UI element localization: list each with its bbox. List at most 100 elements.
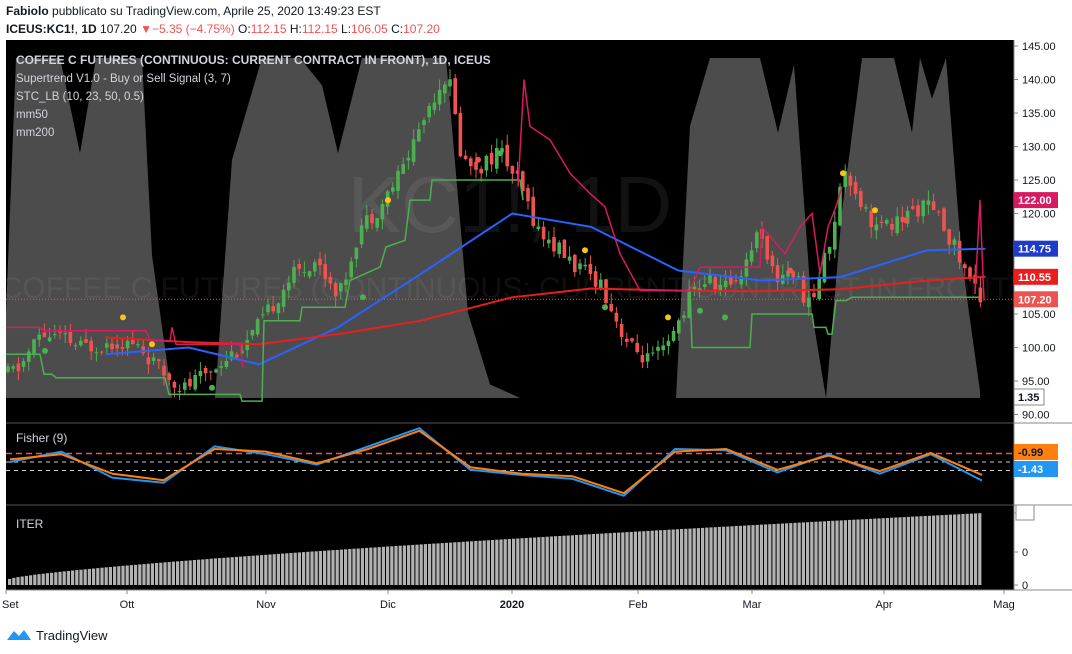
iter-bar [848, 519, 852, 585]
candle-body [937, 211, 941, 213]
main-pane[interactable]: KC1!, 1D COFFEE C FUTURES (CONTINUOUS: CU… [1, 58, 1020, 402]
main-pane-title: COFFEE C FUTURES (CONTINUOUS: CURRENT CO… [16, 53, 491, 67]
candle-body [656, 346, 660, 351]
candle-body [562, 239, 567, 258]
candle-body [552, 237, 556, 252]
candle-body [53, 334, 57, 336]
trigger-value-badge-bg [1014, 444, 1058, 460]
iter-bar [356, 548, 360, 585]
tradingview-footer[interactable]: TradingView [6, 626, 108, 644]
iter-bar [344, 549, 348, 585]
time-tick-label: Mar [743, 599, 762, 611]
candle-body [281, 289, 286, 307]
candle-body [209, 371, 213, 373]
iter-bar [545, 536, 549, 585]
iter-bar [898, 517, 902, 585]
down-arrow-icon: ▼ [140, 22, 152, 36]
candle-body [713, 277, 717, 290]
iter-bar [243, 556, 247, 585]
iter-bar [650, 530, 654, 585]
iter-bar [29, 575, 33, 585]
iter-bar [818, 521, 822, 585]
iter-bar [213, 558, 217, 585]
iter-bar [71, 570, 75, 585]
iter-pane[interactable] [6, 504, 1014, 585]
iter-bar [465, 541, 469, 585]
candle-body [302, 271, 307, 273]
iter-bar [932, 515, 936, 585]
iter-bar [969, 513, 973, 585]
iter-bar [591, 534, 595, 585]
iter-bar [726, 526, 730, 585]
supertrend-price-badge: 122.00 [1018, 195, 1052, 207]
iter-bar [226, 557, 230, 585]
candle-body [671, 330, 676, 341]
iter-bar [45, 573, 49, 585]
iter-bar [478, 540, 482, 585]
candle-body [744, 259, 749, 277]
candle-body [557, 242, 561, 254]
iter-bar [339, 549, 343, 585]
candle-body [359, 225, 364, 245]
iter-bar [293, 552, 297, 585]
iter-bar [276, 553, 280, 585]
low-value: 106.05 [351, 22, 388, 36]
iter-bar [335, 549, 339, 585]
indicator-label: mm200 [16, 127, 54, 139]
supertrend-down-line-2 [517, 79, 843, 292]
candle-body [879, 221, 884, 223]
candle-body [115, 344, 119, 349]
candle-body [94, 352, 99, 354]
iter-bar [646, 530, 650, 585]
candle-body [276, 303, 281, 313]
iter-bar [822, 521, 826, 585]
price-tick-label: 135.00 [1022, 108, 1056, 120]
iter-bar [516, 538, 520, 585]
iter-bar [255, 555, 259, 585]
iter-bar [692, 528, 696, 585]
iter-bar [482, 540, 486, 585]
iter-bar [281, 553, 285, 585]
candle-body [895, 216, 899, 234]
candle-body [89, 340, 93, 352]
iter-bar [360, 548, 364, 585]
time-tick-label: Mag [993, 599, 1014, 611]
candle-body [978, 287, 983, 303]
iter-bar [163, 562, 167, 585]
fisher-pane[interactable] [6, 422, 1014, 497]
iter-bar [759, 524, 763, 585]
chart-canvas[interactable]: KC1!, 1D COFFEE C FUTURES (CONTINUOUS: CU… [0, 40, 1072, 616]
iter-bar [957, 514, 961, 585]
signal-dot [665, 314, 671, 321]
iter-bar [764, 524, 768, 585]
iter-bar [260, 555, 264, 585]
candle-body [505, 144, 509, 167]
candle-body [68, 332, 73, 344]
candle-body [599, 279, 603, 289]
iter-bar [612, 532, 616, 585]
iter-bar [113, 566, 117, 585]
candle-body [822, 252, 827, 283]
iter-bar [558, 536, 562, 585]
candle-body [323, 264, 327, 280]
iter-bar [688, 528, 692, 585]
candle-body [619, 324, 624, 337]
stc-value-badge-bg [1014, 389, 1058, 405]
iter-bar [528, 537, 532, 585]
close-label: C: [391, 22, 404, 36]
stc-value-badge: 1.35 [1018, 392, 1039, 404]
iter-bar [138, 564, 142, 585]
iter-bar [474, 541, 478, 585]
iter-bar [776, 523, 780, 585]
candle-body [21, 361, 26, 367]
iter-bar [549, 536, 553, 585]
iter-bar [667, 529, 671, 585]
iter-bar [369, 547, 373, 585]
candle-body [604, 279, 608, 303]
candle-body [796, 276, 801, 278]
candle-body [495, 148, 499, 169]
iter-bar [839, 520, 843, 585]
candle-body [229, 351, 234, 360]
iter-bar [247, 556, 251, 585]
iter-bar [327, 550, 331, 585]
